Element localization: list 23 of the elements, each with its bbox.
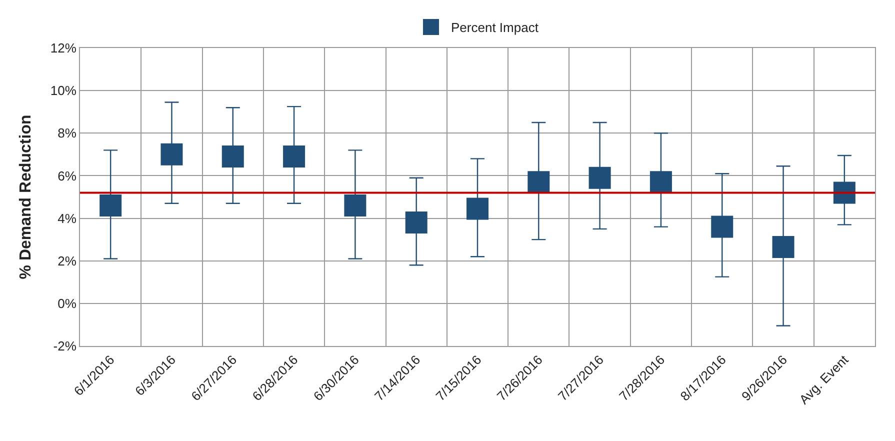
point <box>650 171 672 194</box>
y-tick-label: 2% <box>58 253 77 268</box>
y-tick-label: 0% <box>58 296 77 311</box>
point <box>222 146 244 168</box>
point <box>405 212 428 234</box>
point <box>711 216 734 238</box>
point <box>100 194 122 217</box>
point <box>588 166 611 189</box>
point <box>466 198 488 220</box>
point <box>283 146 306 168</box>
y-tick-label: 12% <box>50 40 77 56</box>
y-tick-label: -2% <box>53 338 77 354</box>
point <box>528 171 550 194</box>
point <box>344 194 366 217</box>
y-tick-label: 6% <box>58 168 77 184</box>
point <box>772 236 794 258</box>
y-tick-label: 4% <box>58 210 77 226</box>
y-tick-label: 10% <box>50 83 77 98</box>
y-axis-title: % Demand Reduction <box>17 114 34 280</box>
legend-label: Percent Impact <box>451 20 539 36</box>
point <box>833 182 856 204</box>
y-tick-label: 8% <box>58 126 77 141</box>
point <box>160 143 183 166</box>
